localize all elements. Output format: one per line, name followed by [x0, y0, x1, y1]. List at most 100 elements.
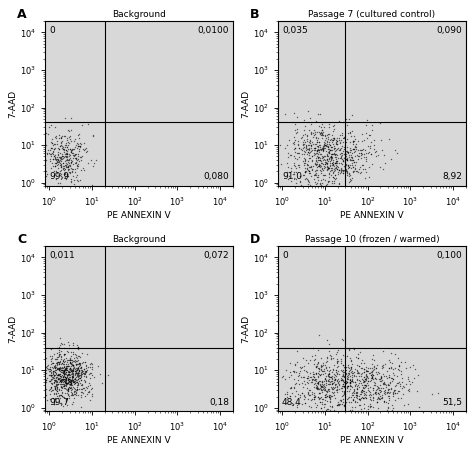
Point — [90, 160, 97, 167]
Point — [326, 167, 334, 174]
Point — [64, 153, 71, 160]
Point — [344, 157, 351, 164]
Point — [334, 400, 342, 408]
Point — [46, 363, 54, 371]
Point — [104, 371, 112, 379]
Point — [70, 361, 77, 369]
Point — [365, 174, 373, 181]
Point — [64, 144, 71, 151]
Point — [73, 357, 81, 364]
Point — [64, 371, 72, 379]
Point — [325, 149, 332, 157]
Point — [52, 156, 60, 163]
Point — [372, 368, 380, 376]
Point — [315, 162, 323, 169]
Point — [349, 345, 357, 352]
Point — [319, 176, 327, 183]
Point — [346, 149, 354, 156]
Point — [355, 149, 363, 157]
Text: 0,072: 0,072 — [203, 251, 229, 260]
Point — [51, 371, 59, 379]
Point — [58, 132, 66, 140]
Point — [68, 356, 76, 363]
Point — [345, 370, 353, 377]
Point — [361, 404, 368, 411]
Point — [334, 151, 341, 158]
Point — [325, 146, 332, 153]
Point — [312, 377, 319, 384]
Point — [354, 386, 361, 393]
Point — [316, 371, 323, 378]
Point — [301, 393, 309, 400]
Point — [342, 151, 350, 158]
Point — [318, 126, 326, 134]
Point — [317, 366, 325, 373]
Point — [305, 155, 313, 162]
Point — [334, 401, 341, 408]
Point — [395, 362, 403, 369]
Point — [331, 176, 339, 183]
Point — [51, 395, 58, 402]
Point — [73, 365, 80, 372]
Point — [349, 367, 356, 375]
Point — [56, 154, 64, 161]
Point — [367, 138, 375, 145]
Point — [304, 141, 311, 148]
Point — [283, 159, 291, 166]
Title: Passage 7 (cultured control): Passage 7 (cultured control) — [309, 10, 436, 19]
Point — [63, 139, 70, 146]
Point — [299, 141, 307, 148]
Point — [316, 130, 323, 137]
Point — [57, 399, 65, 406]
Point — [74, 380, 82, 387]
Point — [370, 381, 378, 388]
Point — [312, 363, 320, 370]
Point — [316, 163, 324, 170]
Point — [324, 380, 331, 387]
Point — [54, 376, 62, 383]
Point — [399, 384, 406, 391]
Point — [343, 156, 351, 163]
Point — [65, 368, 73, 376]
Point — [319, 152, 326, 159]
Point — [320, 141, 328, 149]
Point — [371, 381, 378, 389]
Point — [318, 395, 326, 403]
Point — [82, 373, 90, 380]
Point — [326, 391, 333, 399]
Point — [362, 157, 370, 164]
Point — [58, 141, 65, 149]
Point — [375, 386, 383, 394]
Point — [72, 351, 80, 358]
Point — [342, 379, 349, 386]
Point — [353, 389, 361, 396]
Point — [365, 387, 373, 395]
Point — [57, 365, 64, 372]
Point — [299, 132, 307, 139]
Point — [53, 356, 61, 363]
Point — [331, 150, 338, 158]
Point — [47, 388, 55, 395]
Point — [73, 364, 81, 371]
Point — [70, 176, 78, 183]
Point — [62, 380, 69, 387]
Point — [64, 362, 72, 370]
Point — [381, 387, 389, 394]
Point — [336, 381, 343, 389]
Point — [72, 379, 79, 386]
Point — [325, 165, 332, 172]
Point — [292, 154, 299, 161]
Point — [49, 140, 56, 147]
Point — [328, 166, 335, 173]
Point — [97, 371, 104, 378]
Point — [73, 164, 81, 172]
Point — [59, 382, 67, 390]
Point — [317, 382, 325, 390]
Point — [55, 352, 63, 359]
Point — [52, 362, 59, 370]
Point — [322, 406, 329, 414]
Point — [342, 165, 350, 173]
Point — [333, 155, 340, 163]
Point — [349, 391, 356, 399]
Text: 0,011: 0,011 — [49, 251, 75, 260]
